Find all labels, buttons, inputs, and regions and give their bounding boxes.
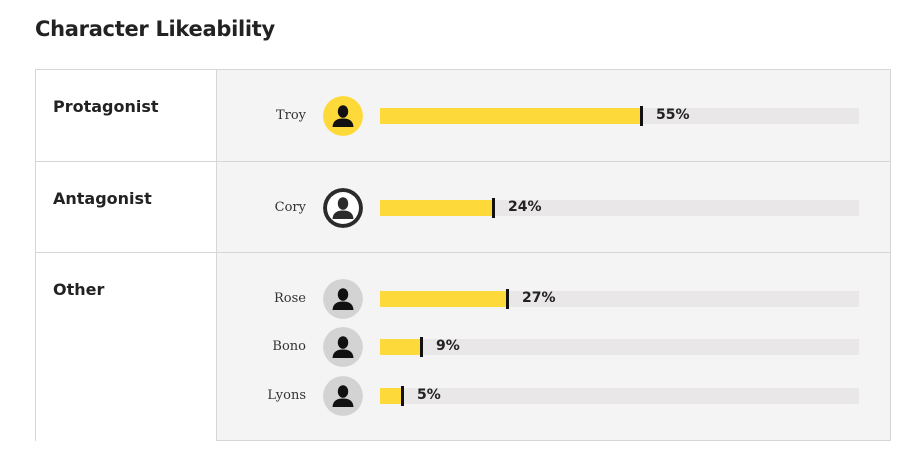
character-row-bono: Bono 9%: [217, 327, 890, 367]
chart-title: Character Likeability: [35, 17, 275, 41]
bar-track: 5%: [380, 386, 859, 406]
value-label: 5%: [417, 387, 441, 403]
character-name: Bono: [272, 339, 306, 354]
person-silhouette-icon: [323, 279, 363, 319]
character-name: Lyons: [267, 388, 306, 403]
group-protagonist: Protagonist Troy 55%: [36, 70, 890, 162]
bar-bono: [380, 339, 423, 355]
group-label-cell: Protagonist: [36, 70, 217, 161]
bar-track: 27%: [380, 289, 859, 309]
bar-track: 55%: [380, 106, 859, 126]
value-label: 24%: [508, 199, 542, 215]
bar-end-marker: [640, 106, 643, 126]
character-row-troy: Troy 55%: [217, 96, 890, 136]
bar-end-marker: [492, 198, 495, 218]
person-silhouette-icon: [323, 188, 363, 228]
group-label-cell: Antagonist: [36, 162, 217, 252]
group-label: Other: [53, 280, 105, 299]
bar-track: 9%: [380, 337, 859, 357]
group-antagonist: Antagonist Cory 24%: [36, 162, 890, 253]
group-label-cell: Other: [36, 253, 217, 441]
value-label: 27%: [522, 290, 556, 306]
bar-end-marker: [401, 386, 404, 406]
character-name: Rose: [274, 291, 306, 306]
value-label: 9%: [436, 338, 460, 354]
group-label: Protagonist: [53, 97, 159, 116]
person-silhouette-icon: [323, 327, 363, 367]
bar-end-marker: [420, 337, 423, 357]
group-other: Other Rose 27% Bono 9% Lyons 5%: [36, 253, 890, 441]
likeability-table: Protagonist Troy 55% Antagonist Cory 24% Other…: [35, 69, 891, 441]
person-silhouette-icon: [323, 376, 363, 416]
bar-track: 24%: [380, 198, 859, 218]
character-row-cory: Cory 24%: [217, 188, 890, 228]
value-label: 55%: [656, 107, 690, 123]
bar-end-marker: [506, 289, 509, 309]
bar-cory: [380, 200, 495, 216]
character-row-lyons: Lyons 5%: [217, 376, 890, 416]
character-name: Troy: [275, 108, 306, 123]
character-name: Cory: [274, 200, 306, 215]
bar-rose: [380, 291, 509, 307]
person-silhouette-icon: [323, 96, 363, 136]
character-row-rose: Rose 27%: [217, 279, 890, 319]
group-label: Antagonist: [53, 189, 152, 208]
bar-troy: [380, 108, 643, 124]
bar-lyons: [380, 388, 404, 404]
